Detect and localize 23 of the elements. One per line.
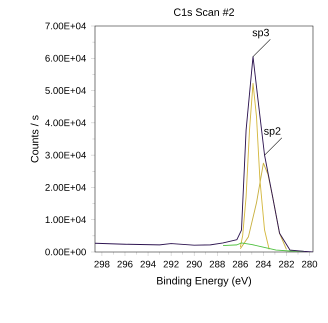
y-tick-label: 4.00E+04 — [45, 119, 86, 126]
y-tick-label: 6.00E+04 — [45, 54, 86, 62]
y-tick-label: 1.00E+04 — [46, 216, 86, 224]
x-tick-label: 290 — [186, 260, 202, 268]
x-tick-label: 282 — [278, 260, 294, 268]
x-tick-label: 286 — [232, 260, 248, 268]
x-tick-label: 288 — [210, 260, 225, 268]
annotation: sp3 — [252, 28, 269, 38]
y-tick-label: 3.00E+04 — [45, 152, 86, 159]
y-tick-label: 2.00E+04 — [45, 184, 86, 191]
x-tick-label: 284 — [256, 260, 272, 268]
annotation: sp2 — [264, 127, 280, 137]
x-tick-label: 292 — [164, 260, 179, 268]
chart-title: C1s Scan #2 — [174, 8, 234, 16]
x-tick-label: 298 — [94, 260, 110, 268]
x-tick-label: 296 — [117, 260, 133, 268]
x-tick-label: 280 — [302, 260, 318, 268]
y-axis-title: Counts / s — [30, 115, 38, 162]
y-tick-label: 5.00E+04 — [45, 87, 86, 94]
y-tick-label: 7.00E+04 — [45, 22, 86, 30]
y-tick-label: 0.00E+00 — [45, 248, 86, 256]
x-axis-title: Binding Energy (eV) — [157, 276, 252, 287]
x-tick-label: 294 — [140, 260, 156, 268]
